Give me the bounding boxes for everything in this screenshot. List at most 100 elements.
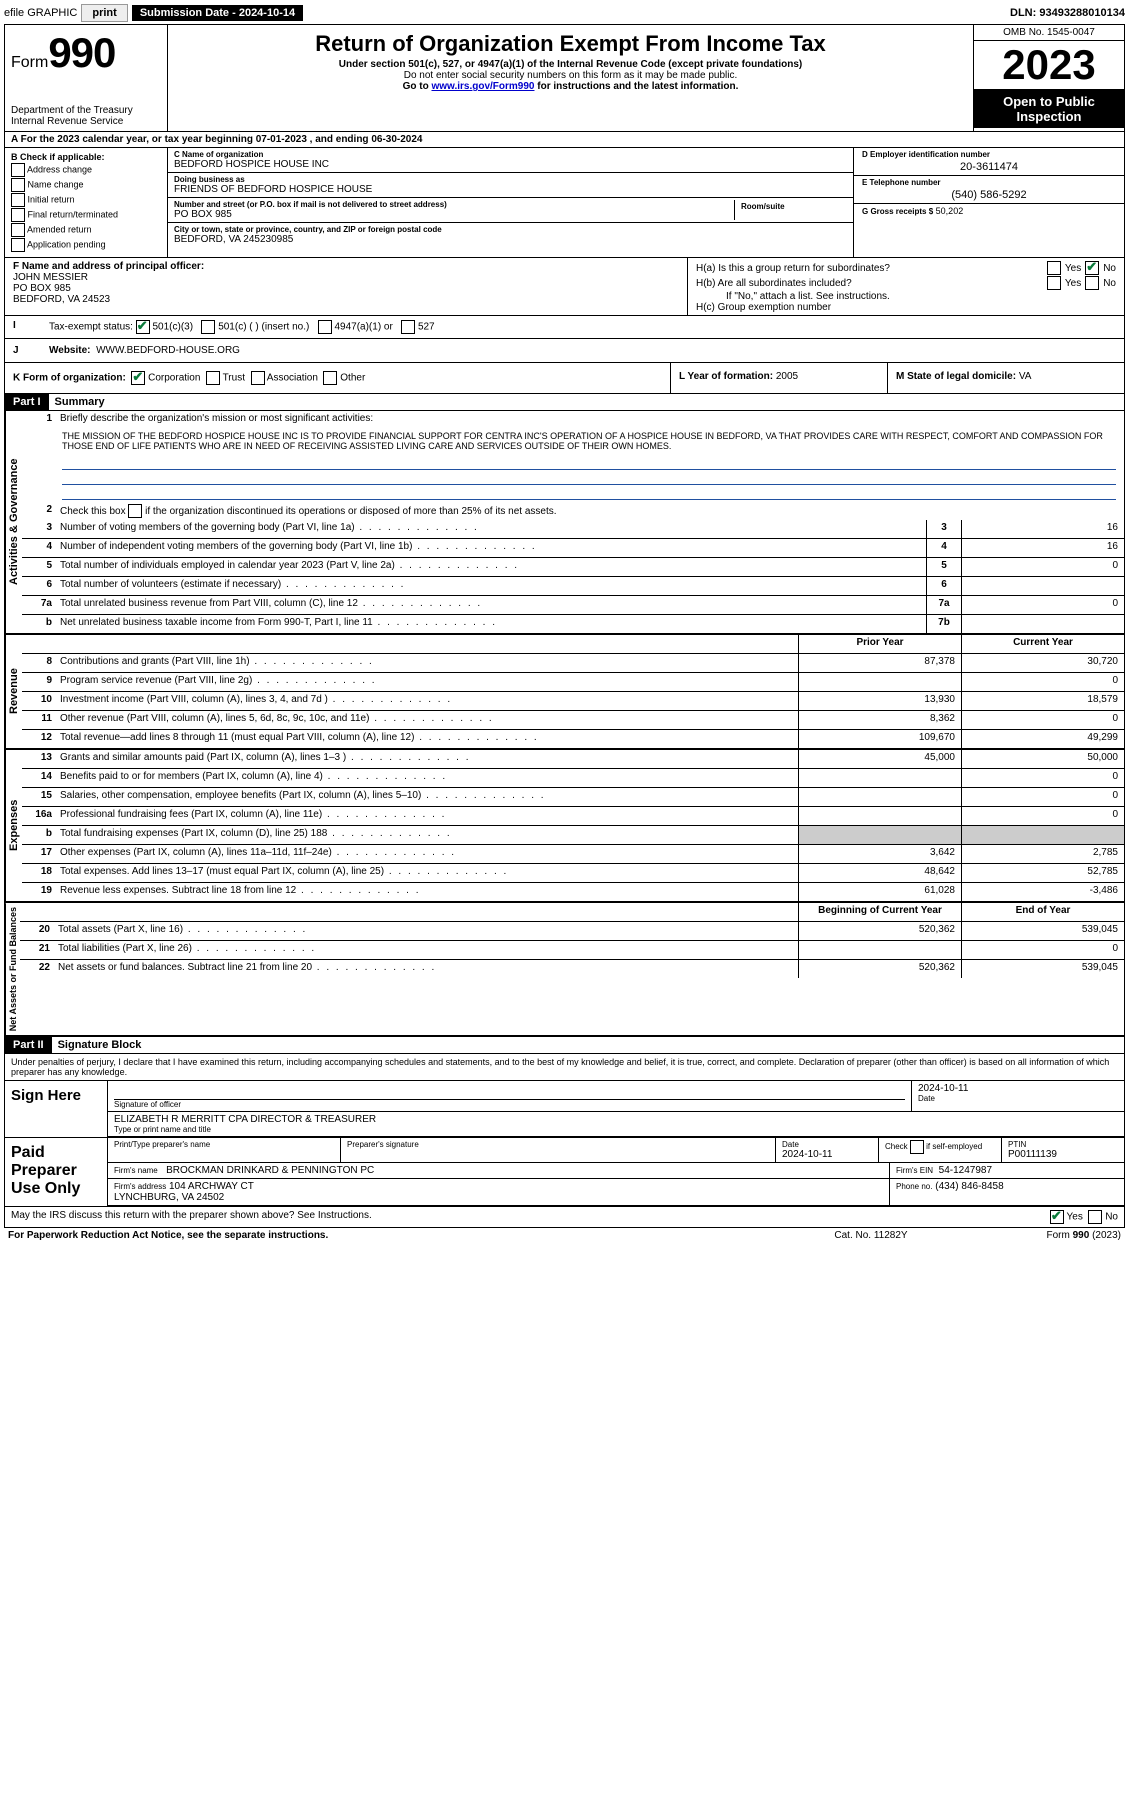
cb-association[interactable] <box>251 371 265 385</box>
dln: DLN: 93493288010134 <box>1010 7 1125 19</box>
firm-name: BROCKMAN DRINKARD & PENNINGTON PC <box>166 1165 374 1176</box>
section-f-h: F Name and address of principal officer:… <box>5 258 1124 316</box>
col-d-to-g: D Employer identification number 20-3611… <box>853 148 1124 257</box>
summary-line-7b: b Net unrelated business taxable income … <box>22 615 1124 633</box>
col-b-title: B Check if applicable: <box>11 152 161 162</box>
paperwork-notice: For Paperwork Reduction Act Notice, see … <box>8 1230 771 1241</box>
cb-4947[interactable] <box>318 320 332 334</box>
summary-line-11: 11 Other revenue (Part VIII, column (A),… <box>22 711 1124 730</box>
col-b-checkboxes: B Check if applicable: Address change Na… <box>5 148 168 257</box>
row-k-l-m: K Form of organization: Corporation Trus… <box>5 363 1124 394</box>
ptin: P00111139 <box>1008 1149 1118 1160</box>
prep-date: 2024-10-11 <box>782 1149 872 1160</box>
cb-amended[interactable]: Amended return <box>27 224 92 234</box>
summary-line-15: 15 Salaries, other compensation, employe… <box>22 788 1124 807</box>
prep-name-label: Print/Type preparer's name <box>108 1138 341 1162</box>
instructions-link[interactable]: www.irs.gov/Form990 <box>431 81 534 92</box>
cb-address-change[interactable]: Address change <box>27 164 92 174</box>
hdr-prior-year: Prior Year <box>798 635 961 653</box>
org-name: BEDFORD HOSPICE HOUSE INC <box>174 159 847 170</box>
cb-other[interactable] <box>323 371 337 385</box>
room-label: Room/suite <box>741 202 841 211</box>
addr-label: Number and street (or P.O. box if mail i… <box>174 200 734 209</box>
summary-line-17: 17 Other expenses (Part IX, column (A), … <box>22 845 1124 864</box>
phone-label: E Telephone number <box>862 178 1116 187</box>
hdr-current-year: Current Year <box>961 635 1124 653</box>
domicile-label: M State of legal domicile: <box>896 371 1016 382</box>
summary-line-16a: 16a Professional fundraising fees (Part … <box>22 807 1124 826</box>
cb-trust[interactable] <box>206 371 220 385</box>
section-expenses: Expenses 13 Grants and similar amounts p… <box>5 750 1124 903</box>
summary-line-4: 4 Number of independent voting members o… <box>22 539 1124 558</box>
dept-treasury: Department of the Treasury Internal Reve… <box>11 105 161 127</box>
cb-discontinued[interactable] <box>128 504 142 518</box>
cb-app-pending[interactable]: Application pending <box>27 239 106 249</box>
year-formation: 2005 <box>776 371 798 382</box>
hb-question: H(b) Are all subordinates included? <box>696 278 1043 289</box>
print-button[interactable]: print <box>81 4 127 22</box>
form-org-label: K Form of organization: <box>13 373 126 384</box>
cb-501c[interactable] <box>201 320 215 334</box>
form-version: Form 990 (2023) <box>971 1230 1121 1241</box>
row-j-website: J Website: WWW.BEDFORD-HOUSE.ORG <box>5 339 1124 363</box>
city-label: City or town, state or province, country… <box>174 225 847 234</box>
summary-line-6: 6 Total number of volunteers (estimate i… <box>22 577 1124 596</box>
org-name-label: C Name of organization <box>174 150 847 159</box>
line2-text: Check this box if the organization disco… <box>60 506 557 517</box>
firm-ein: 54-1247987 <box>939 1165 992 1176</box>
part2-header-row: Part II Signature Block <box>5 1037 1124 1054</box>
goto-pre: Go to <box>403 81 432 92</box>
part1-badge: Part I <box>5 394 49 410</box>
cb-self-employed[interactable] <box>910 1140 924 1154</box>
discuss-no[interactable] <box>1088 1210 1102 1224</box>
tax-status-label: Tax-exempt status: <box>49 322 133 333</box>
gross-value: 50,202 <box>936 206 964 216</box>
ha-no[interactable] <box>1085 261 1099 275</box>
officer-label: F Name and address of principal officer: <box>13 261 679 272</box>
mission-text: THE MISSION OF THE BEDFORD HOSPICE HOUSE… <box>22 429 1124 453</box>
sig-officer-label: Signature of officer <box>114 1100 905 1109</box>
officer-name: JOHN MESSIER <box>13 272 679 283</box>
org-city: BEDFORD, VA 245230985 <box>174 234 847 245</box>
discuss-yes[interactable] <box>1050 1210 1064 1224</box>
form-title: Return of Organization Exempt From Incom… <box>176 31 965 57</box>
sig-date: 2024-10-11 <box>918 1083 1118 1094</box>
page-footer: For Paperwork Reduction Act Notice, see … <box>4 1228 1125 1243</box>
cat-no: Cat. No. 11282Y <box>771 1230 971 1241</box>
cb-corporation[interactable] <box>131 371 145 385</box>
summary-line-14: 14 Benefits paid to or for members (Part… <box>22 769 1124 788</box>
summary-line-8: 8 Contributions and grants (Part VIII, l… <box>22 654 1124 673</box>
ein-label: D Employer identification number <box>862 150 1116 159</box>
goto-post: for instructions and the latest informat… <box>534 81 738 92</box>
summary-line-b: b Total fundraising expenses (Part IX, c… <box>22 826 1124 845</box>
form-subtitle-2: Do not enter social security numbers on … <box>176 70 965 81</box>
topbar: efile GRAPHIC print Submission Date - 20… <box>4 4 1125 22</box>
cb-501c3[interactable] <box>136 320 150 334</box>
col-c-org-info: C Name of organization BEDFORD HOSPICE H… <box>168 148 853 257</box>
cb-527[interactable] <box>401 320 415 334</box>
hb-no[interactable] <box>1085 276 1099 290</box>
paid-preparer-label: Paid Preparer Use Only <box>5 1138 108 1206</box>
omb-number: OMB No. 1545-0047 <box>974 25 1124 41</box>
part1-title: Summary <box>49 394 1124 410</box>
part2-badge: Part II <box>5 1037 52 1053</box>
vtab-governance: Activities & Governance <box>5 411 22 633</box>
self-employed-label: Check if self-employed <box>879 1138 1002 1162</box>
summary-line-21: 21 Total liabilities (Part X, line 26) 0 <box>20 941 1124 960</box>
discuss-text: May the IRS discuss this return with the… <box>11 1210 372 1221</box>
sign-here-block: Sign Here Signature of officer 2024-10-1… <box>5 1080 1124 1137</box>
ha-yes[interactable] <box>1047 261 1061 275</box>
hb-yes[interactable] <box>1047 276 1061 290</box>
cb-final-return[interactable]: Final return/terminated <box>28 209 119 219</box>
ein-value: 20-3611474 <box>862 161 1116 173</box>
summary-line-5: 5 Total number of individuals employed i… <box>22 558 1124 577</box>
year-formation-label: L Year of formation: <box>679 371 773 382</box>
cb-initial-return[interactable]: Initial return <box>28 194 75 204</box>
dba-name: FRIENDS OF BEDFORD HOSPICE HOUSE <box>174 184 847 195</box>
vtab-revenue: Revenue <box>5 635 22 748</box>
cb-name-change[interactable]: Name change <box>28 179 84 189</box>
printed-name-label: Type or print name and title <box>114 1125 1118 1134</box>
public-inspection: Open to Public Inspection <box>974 90 1124 128</box>
summary-line-10: 10 Investment income (Part VIII, column … <box>22 692 1124 711</box>
prep-sig-label: Preparer's signature <box>341 1138 776 1162</box>
